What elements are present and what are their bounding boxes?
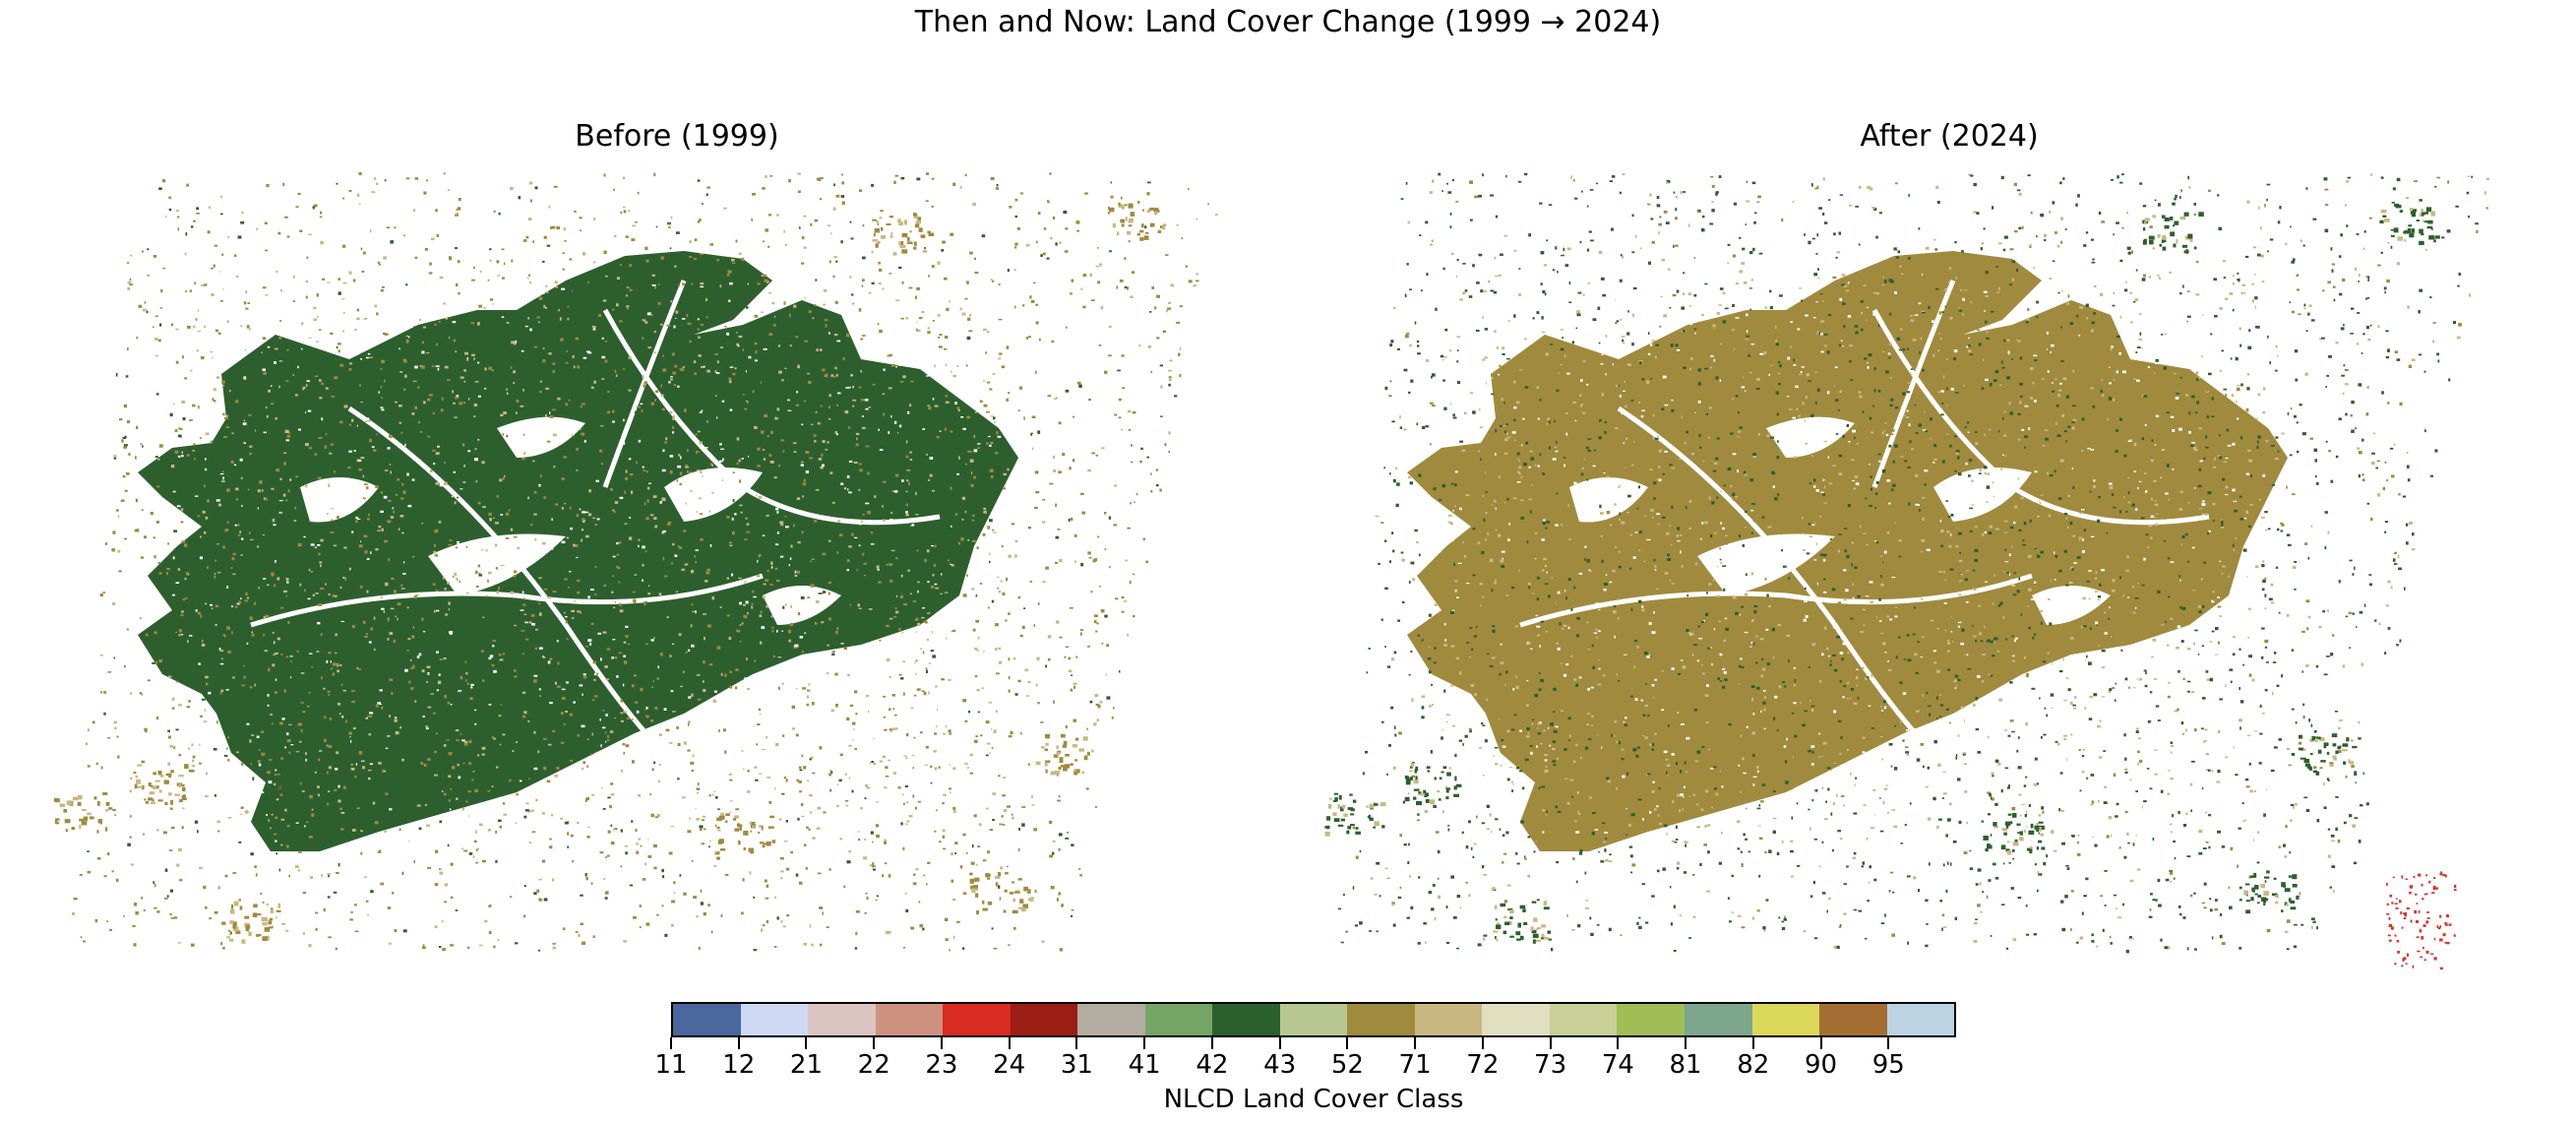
colorbar-tick-label-52: 52 xyxy=(1330,1050,1364,1080)
colorbar-swatch-81 xyxy=(1684,1004,1752,1035)
scattered-cover-pixels xyxy=(1337,172,2490,954)
colorbar-tick-label-82: 82 xyxy=(1737,1050,1770,1080)
colorbar-tick xyxy=(1751,1037,1754,1049)
colorbar-swatch-22 xyxy=(875,1004,944,1035)
river-gap xyxy=(1519,573,2033,628)
colorbar-tick xyxy=(1414,1037,1417,1049)
river-gap xyxy=(1871,308,2210,526)
colorbar-tick xyxy=(1685,1037,1687,1049)
colorbar-tick xyxy=(1346,1037,1349,1049)
patch-speckle xyxy=(1441,271,2269,843)
land-cover-map-before xyxy=(54,172,1218,952)
colorbar-tick xyxy=(670,1037,672,1049)
colorbar-tick-label-23: 23 xyxy=(925,1050,958,1080)
colorbar-tick-label-74: 74 xyxy=(1601,1050,1634,1080)
colorbar-tick-label-42: 42 xyxy=(1196,1050,1229,1080)
edge-patches xyxy=(1324,204,2440,944)
panel-title-after: After (2024) xyxy=(1860,119,2039,154)
colorbar-axis-label: NLCD Land Cover Class xyxy=(1163,1085,1464,1114)
colorbar-ticks xyxy=(670,1037,1956,1049)
cover-gap xyxy=(428,533,566,595)
cover-gap xyxy=(1766,416,1855,458)
river-gap xyxy=(1617,406,1935,755)
colorbar-tick xyxy=(1278,1037,1281,1049)
developed-pixels xyxy=(2386,871,2457,970)
colorbar-tick-label-71: 71 xyxy=(1398,1050,1432,1080)
colorbar-tick-label-95: 95 xyxy=(1871,1050,1905,1080)
colorbar xyxy=(671,1002,1956,1037)
colorbar-tick xyxy=(1008,1037,1011,1049)
colorbar-tick xyxy=(1481,1037,1484,1049)
dominant-cover-patch xyxy=(1407,251,2288,851)
colorbar-tick-label-31: 31 xyxy=(1060,1050,1093,1080)
colorbar-tick xyxy=(1210,1037,1213,1049)
cover-gap xyxy=(2032,586,2111,625)
colorbar-tick-label-43: 43 xyxy=(1263,1050,1297,1080)
colorbar-swatch-72 xyxy=(1482,1004,1550,1035)
river-gap xyxy=(1871,280,1956,488)
colorbar-tick-label-73: 73 xyxy=(1534,1050,1567,1080)
river-gap xyxy=(250,573,764,628)
colorbar-swatch-90 xyxy=(1819,1004,1887,1035)
patch-speckle xyxy=(172,271,1002,844)
colorbar-swatch-12 xyxy=(740,1004,809,1035)
river-gap xyxy=(602,308,941,526)
colorbar-swatch-43 xyxy=(1279,1004,1348,1035)
dominant-cover-patch xyxy=(138,251,1018,851)
colorbar-tick xyxy=(1819,1037,1822,1049)
colorbar-swatch-24 xyxy=(1010,1004,1078,1035)
colorbar-swatch-73 xyxy=(1549,1004,1618,1035)
colorbar-swatch-11 xyxy=(673,1004,741,1035)
colorbar-swatch-42 xyxy=(1212,1004,1280,1035)
colorbar-swatch-71 xyxy=(1414,1004,1483,1035)
cover-gap xyxy=(1697,533,1835,595)
colorbar-tick xyxy=(940,1037,943,1049)
colorbar-tick xyxy=(737,1037,740,1049)
colorbar-tick xyxy=(1887,1037,1890,1049)
colorbar-tick xyxy=(1617,1037,1620,1049)
colorbar-swatch-31 xyxy=(1077,1004,1145,1035)
colorbar-swatch-21 xyxy=(808,1004,876,1035)
scattered-cover-pixels xyxy=(72,172,1218,952)
colorbar-tick-labels: 11 12 21 22 23 24 31 41 42 43 52 71 72 73 74 81 82 90 95 xyxy=(654,1049,1956,1081)
colorbar-swatch-95 xyxy=(1886,1004,1955,1035)
cover-gap xyxy=(763,586,841,625)
colorbar-tick-label-21: 21 xyxy=(789,1050,824,1080)
colorbar-tick-label-24: 24 xyxy=(993,1050,1026,1080)
colorbar-swatch-41 xyxy=(1144,1004,1213,1035)
colorbar-tick xyxy=(1549,1037,1552,1049)
cover-gap xyxy=(1569,477,1648,523)
colorbar-tick-label-11: 11 xyxy=(654,1050,688,1080)
colorbar-tick-label-81: 81 xyxy=(1669,1050,1702,1080)
colorbar-tick-label-12: 12 xyxy=(722,1050,756,1080)
cover-gap xyxy=(300,477,379,523)
panel-title-before: Before (1999) xyxy=(575,119,779,154)
colorbar-tick xyxy=(1075,1037,1078,1049)
colorbar-swatch-23 xyxy=(943,1004,1011,1035)
colorbar-tick xyxy=(805,1037,808,1049)
colorbar-tick xyxy=(873,1037,876,1049)
river-gap xyxy=(347,406,666,755)
colorbar-tick-label-22: 22 xyxy=(857,1050,890,1080)
figure-title: Then and Now: Land Cover Change (1999 → … xyxy=(914,5,1662,39)
colorbar-tick-label-72: 72 xyxy=(1466,1050,1500,1080)
colorbar-swatch-52 xyxy=(1347,1004,1415,1035)
land-cover-map-after xyxy=(1324,172,2490,970)
colorbar-tick-label-41: 41 xyxy=(1128,1050,1161,1080)
edge-patches xyxy=(54,202,1167,944)
colorbar-swatch-74 xyxy=(1617,1004,1685,1035)
cover-gap xyxy=(497,416,585,458)
colorbar-tick xyxy=(1143,1037,1146,1049)
colorbar-swatch-82 xyxy=(1751,1004,1820,1035)
colorbar-tick-label-90: 90 xyxy=(1804,1050,1838,1080)
